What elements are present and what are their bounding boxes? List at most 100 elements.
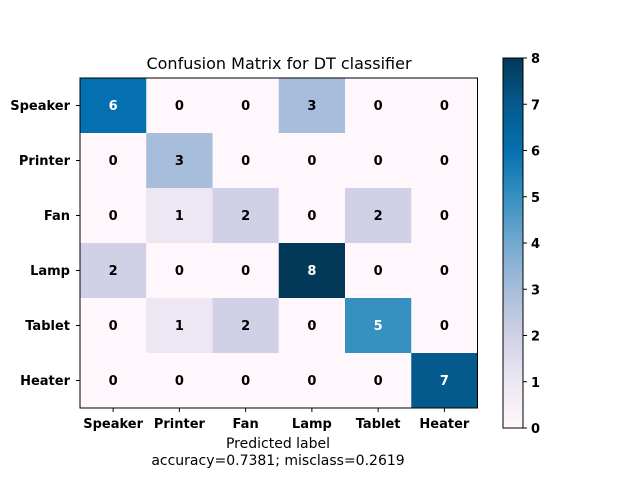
heatmap-cell [278, 78, 346, 134]
heatmap-cell [212, 188, 280, 244]
cell-value-label: 6 [109, 99, 118, 114]
heatmap-cell [278, 353, 346, 409]
heatmap-cell [345, 188, 412, 244]
cell-value-label: 1 [175, 319, 184, 334]
heatmap-cell [411, 353, 478, 409]
y-tick-label: Speaker [10, 99, 70, 114]
colorbar-tick-label: 1 [531, 376, 540, 391]
x-axis-sublabel: accuracy=0.7381; misclass=0.2619 [151, 453, 404, 469]
cell-value-label: 0 [109, 319, 118, 334]
cell-value-label: 0 [374, 99, 383, 114]
colorbar-tick-label: 4 [531, 237, 540, 252]
x-tick-label: Fan [233, 417, 259, 432]
heatmap-cell [278, 133, 346, 189]
x-tick-label: Speaker [83, 417, 143, 432]
y-tick-label: Fan [44, 209, 70, 224]
heatmap-cell [345, 133, 412, 189]
heatmap-cell [345, 243, 412, 299]
cell-value-label: 2 [241, 319, 250, 334]
cell-value-label: 3 [307, 99, 316, 114]
heatmap-cell [80, 243, 147, 299]
colorbar-tick-label: 2 [531, 330, 540, 345]
heatmap-cell [212, 298, 280, 354]
cell-value-label: 0 [374, 374, 383, 389]
heatmap-cell [146, 78, 213, 134]
cell-value-label: 0 [175, 99, 184, 114]
cell-value-label: 0 [440, 209, 449, 224]
cell-value-label: 0 [440, 154, 449, 169]
heatmap-cell [278, 243, 346, 299]
x-tick-label: Heater [419, 417, 470, 432]
heatmap-cell [411, 78, 478, 134]
y-tick-label: Printer [19, 154, 71, 169]
cell-value-label: 2 [374, 209, 383, 224]
heatmap-cell [80, 298, 147, 354]
cell-value-label: 0 [241, 99, 250, 114]
heatmap-cell [345, 353, 412, 409]
cell-value-label: 0 [440, 99, 449, 114]
cell-value-label: 0 [307, 319, 316, 334]
cell-value-label: 0 [109, 374, 118, 389]
heatmap-cell [212, 78, 280, 134]
x-axis-ticks: Speaker Printer Fan Lamp Tablet Heater [83, 408, 470, 432]
plot-frame [79, 77, 478, 409]
x-axis-label: Predicted label [226, 436, 330, 452]
cell-value-label: 2 [241, 209, 250, 224]
heatmap-cell [411, 133, 478, 189]
heatmap-cells [80, 78, 478, 409]
colorbar-tick-label: 3 [531, 283, 540, 298]
heatmap-cell [80, 188, 147, 244]
y-tick-label: Heater [20, 374, 71, 389]
heatmap-cell [146, 298, 213, 354]
heatmap-cell [212, 243, 280, 299]
heatmap-cell [146, 353, 213, 409]
colorbar-ticks: 0 1 2 3 4 5 6 7 8 [523, 52, 540, 437]
cell-value-label: 0 [307, 374, 316, 389]
cell-value-label: 1 [175, 209, 184, 224]
heatmap-cell [146, 188, 213, 244]
heatmap-cell [80, 78, 147, 134]
colorbar-tick-label: 6 [531, 145, 540, 160]
cell-value-label: 0 [175, 374, 184, 389]
cell-value-label: 0 [175, 264, 184, 279]
x-tick-label: Tablet [356, 417, 401, 432]
y-tick-label: Tablet [25, 319, 70, 334]
cell-value-label: 0 [374, 154, 383, 169]
colorbar [502, 57, 524, 429]
cell-value-label: 0 [374, 264, 383, 279]
heatmap-cell [80, 133, 147, 189]
cell-value-label: 2 [109, 264, 118, 279]
colorbar-tick-label: 8 [531, 52, 540, 67]
heatmap-cell [146, 243, 213, 299]
cell-value-label: 8 [307, 264, 316, 279]
heatmap-cell [212, 353, 280, 409]
heatmap-cell [345, 298, 412, 354]
cell-value-label: 3 [175, 154, 184, 169]
cell-value-label: 0 [109, 154, 118, 169]
cell-value-label: 0 [241, 264, 250, 279]
cell-value-label: 0 [241, 374, 250, 389]
heatmap-cell [345, 78, 412, 134]
heatmap-cell [411, 298, 478, 354]
chart-title: Confusion Matrix for DT classifier [146, 54, 411, 73]
cell-value-label: 7 [440, 374, 449, 389]
cell-value-label: 0 [241, 154, 250, 169]
heatmap-cell [411, 188, 478, 244]
cell-value-label: 5 [374, 319, 383, 334]
heatmap-cell [146, 133, 213, 189]
heatmap-cell [278, 298, 346, 354]
colorbar-tick-label: 5 [531, 191, 540, 206]
x-tick-label: Printer [154, 417, 206, 432]
heatmap-cell [411, 243, 478, 299]
x-tick-label: Lamp [292, 417, 332, 432]
cell-value-label: 0 [109, 209, 118, 224]
heatmap-cell [80, 353, 147, 409]
heatmap-cell-labels: 6 0 0 3 0 0 0 3 0 0 0 0 0 1 2 0 2 0 2 0 0 8 0 0 0 1 2 0 5 0 0 0 0 0 0 7 [109, 99, 449, 389]
colorbar-tick-label: 0 [531, 422, 540, 437]
heatmap-cell [212, 133, 280, 189]
cell-value-label: 0 [440, 264, 449, 279]
cell-value-label: 0 [307, 154, 316, 169]
colorbar-tick-label: 7 [531, 98, 540, 113]
heatmap-cell [278, 188, 346, 244]
